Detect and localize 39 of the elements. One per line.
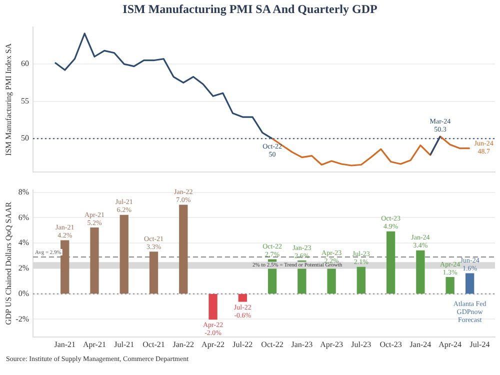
- chart-title: ISM Manufacturing PMI SA And Quarterly GDP: [122, 1, 378, 18]
- y-tick-label: 60: [21, 59, 29, 68]
- bar: [416, 250, 425, 294]
- x-tick-label: Jul-23: [351, 340, 372, 349]
- bar: [208, 294, 218, 320]
- bar: [179, 204, 188, 294]
- bar: [386, 231, 396, 294]
- x-tick-label: Oct-21: [142, 340, 165, 349]
- x-tick-label: Jan-24: [410, 340, 432, 349]
- bar: [90, 228, 99, 294]
- bar: [446, 277, 454, 294]
- bar: [356, 266, 366, 294]
- y-tick-label: 55: [21, 96, 29, 106]
- x-tick-label: Apr-24: [438, 340, 462, 349]
- x-tick-label: Jul-24: [470, 340, 490, 349]
- bar: [60, 240, 70, 294]
- bar: [238, 294, 247, 302]
- x-tick-label: Jul-22: [232, 340, 253, 349]
- y-tick-label: 0%: [18, 288, 30, 298]
- x-tick-label: Apr-22: [202, 340, 224, 349]
- y-tick-label: 2%: [18, 264, 30, 273]
- bar: [120, 214, 128, 294]
- y-axis-title: ISM Manufacturing PMI Index SA: [4, 43, 13, 156]
- x-tick-label: Apr-21: [83, 340, 106, 349]
- y-tick-label: 50: [21, 134, 29, 143]
- y-tick-label: 4%: [18, 238, 30, 248]
- x-tick-label: Jan-21: [54, 340, 76, 349]
- y-axis-title: GDP US Chained Dollars QoQ SAAR: [4, 201, 13, 325]
- y-tick-label: 8%: [18, 187, 30, 196]
- x-tick-label: Oct-22: [261, 340, 284, 349]
- x-tick-label: Apr-23: [320, 340, 344, 349]
- x-tick-label: Jul-21: [114, 340, 134, 349]
- x-tick-label: Oct-23: [380, 340, 402, 349]
- x-tick-label: Jan-22: [172, 340, 194, 349]
- y-tick-label: 6%: [18, 212, 30, 222]
- bar: [466, 273, 474, 294]
- x-tick-label: Jan-23: [291, 340, 313, 349]
- bar: [149, 252, 158, 294]
- y-tick-label: -2%: [16, 314, 30, 324]
